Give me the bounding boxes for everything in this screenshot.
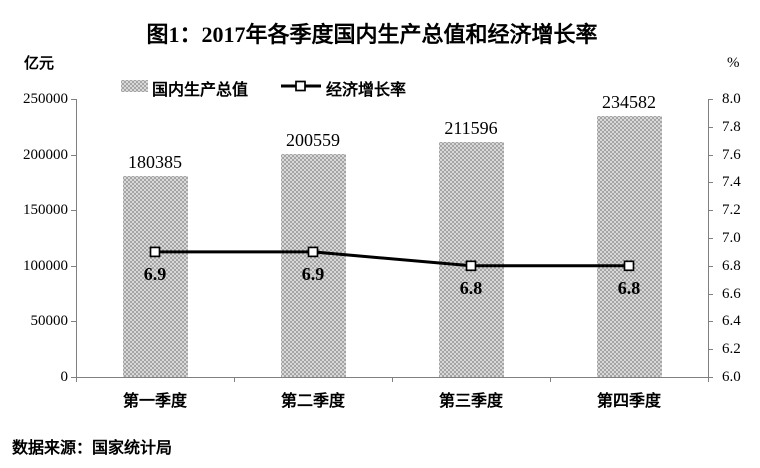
x-axis-category-label: 第二季度 bbox=[280, 393, 345, 410]
gdp-value-label: 180385 bbox=[128, 152, 182, 173]
right-axis-tick-label: 7.0 bbox=[722, 230, 741, 246]
right-axis-tick-label: 6.0 bbox=[722, 369, 741, 385]
growth-rate-legend-marker-icon bbox=[281, 80, 321, 92]
right-axis-tick-label: 8.0 bbox=[722, 91, 741, 107]
chart-title: 图1：2017年各季度国内生产总值和经济增长率 bbox=[146, 22, 598, 47]
left-axis-tick-label: 100000 bbox=[23, 257, 68, 274]
data-source-note: 数据来源：国家统计局 bbox=[12, 440, 173, 457]
growth-value-label: 6.9 bbox=[143, 263, 167, 284]
left-axis-tick-label: 0 bbox=[60, 369, 69, 385]
left-axis-unit-label: 亿元 bbox=[24, 55, 55, 72]
right-axis-tick-label: 7.8 bbox=[722, 118, 741, 135]
gdp-bar bbox=[438, 141, 504, 377]
growth-value-label: 6.8 bbox=[617, 277, 641, 298]
right-axis-tick-label: 6.2 bbox=[722, 341, 741, 358]
right-axis-tick-label: 7.2 bbox=[722, 202, 741, 219]
right-axis-tick-label: 6.4 bbox=[722, 313, 741, 330]
x-axis-category-label: 第一季度 bbox=[122, 393, 187, 410]
left-axis-tick-label: 50000 bbox=[30, 313, 69, 330]
x-axis-category-label: 第四季度 bbox=[596, 393, 661, 410]
legend-growth-rate-label: 经济增长率 bbox=[326, 82, 407, 99]
left-axis-tick-label: 200000 bbox=[23, 146, 68, 163]
gdp-bar bbox=[122, 176, 188, 377]
gdp-value-label: 234582 bbox=[602, 92, 656, 113]
gdp-bar bbox=[596, 116, 662, 377]
left-axis-tick-label: 250000 bbox=[23, 91, 68, 107]
growth-rate-line bbox=[155, 250, 629, 268]
left-axis-tick-label: 150000 bbox=[23, 202, 68, 219]
growth-value-label: 6.8 bbox=[459, 277, 483, 298]
x-axis-category-label: 第三季度 bbox=[438, 393, 503, 410]
gdp-legend-swatch-icon bbox=[121, 80, 148, 92]
gdp-value-label: 200559 bbox=[286, 129, 340, 150]
right-axis-tick-label: 6.6 bbox=[722, 285, 741, 302]
growth-value-label: 6.9 bbox=[301, 263, 325, 284]
legend-gdp-label: 国内生产总值 bbox=[152, 82, 249, 99]
right-axis-tick-label: 7.4 bbox=[722, 174, 741, 191]
right-axis-unit-label: % bbox=[727, 55, 740, 71]
right-axis-tick-label: 6.8 bbox=[722, 257, 741, 274]
right-axis-tick-label: 7.6 bbox=[722, 146, 741, 163]
gdp-value-label: 211596 bbox=[444, 117, 498, 138]
